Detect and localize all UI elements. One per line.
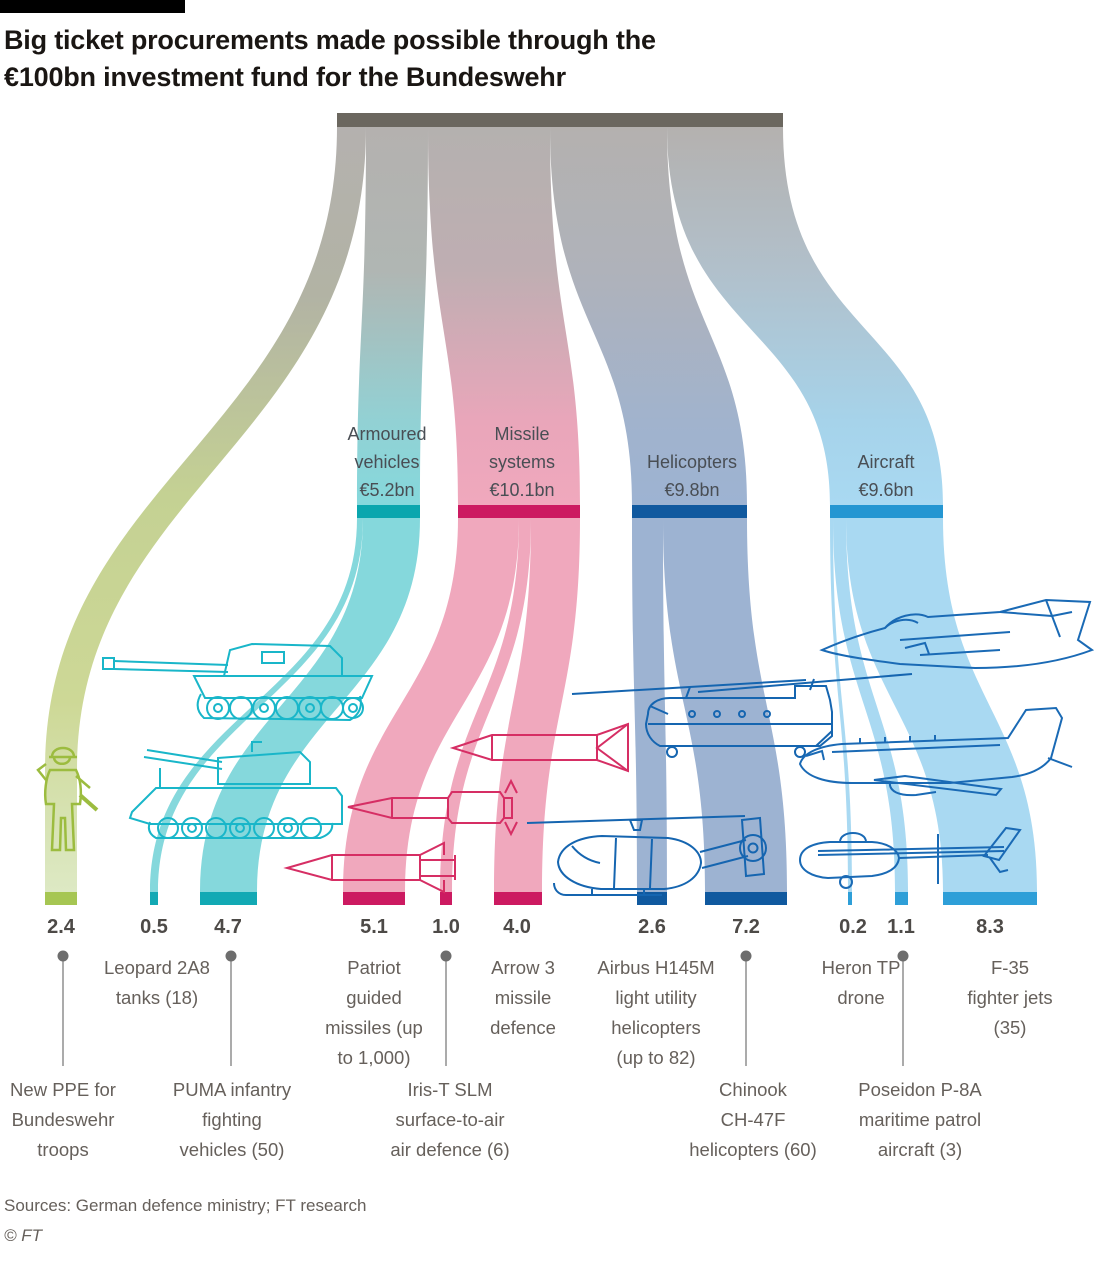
cap-poseidon [895,892,908,905]
value-f35: 8.3 [976,916,1004,938]
flow-heron-tp [830,518,852,892]
node-helicopters [632,505,747,518]
value-arrow: 4.0 [503,916,531,938]
label-iris-t: Iris-T SLM surface-to-air air defence (6… [390,1079,510,1160]
label-patriot: Patriot guided missiles (up to 1,000) [325,957,423,1068]
callout-lines [57,950,909,1066]
label-puma: PUMA infantry fighting vehicles (50) [172,1079,292,1160]
flow-ppe [45,127,366,892]
value-leopard: 0.5 [140,916,168,938]
value-poseidon: 1.1 [887,916,915,938]
flow-iris-t [440,518,531,892]
heron-tp-drone-illustration [798,826,1022,889]
label-airbus-h145m: Airbus H145M light utility helicopters (… [597,957,715,1068]
cap-f35 [943,892,1037,905]
h145m-helicopter-illustration [526,815,767,896]
sources-note: Sources: German defence ministry; FT res… [4,1196,367,1215]
flow-poseidon [833,518,908,892]
flow-armoured-vehicles [357,127,428,505]
category-label-missile-systems: Missile systems €10.1bn [488,424,556,500]
value-ppe: 2.4 [47,916,75,938]
flow-airbus-h145m [632,518,667,892]
node-missile-systems [458,505,580,518]
category-label-armoured-vehicles: Armoured vehicles €5.2bn [347,424,427,500]
cap-chinook [705,892,787,905]
node-aircraft [830,505,943,518]
label-f35: F-35 fighter jets (35) [967,957,1053,1038]
cap-patriot [343,892,405,905]
copyright-note: © FT [4,1226,43,1245]
cap-airbus-h145m [637,892,667,905]
value-airbus: 2.6 [638,916,666,938]
cap-iris-t [440,892,452,905]
label-leopard: Leopard 2A8 tanks (18) [104,957,210,1008]
value-puma: 4.7 [214,916,242,938]
f35-jet-illustration [819,598,1095,670]
category-label-helicopters: Helicopters €9.8bn [646,452,738,500]
puma-ifv-illustration [128,741,343,839]
chart-title: Big ticket procurements made possible th… [4,25,656,92]
flow-missile-systems [428,127,580,505]
node-armoured-vehicles [357,505,420,518]
flow-aircraft [667,127,943,505]
flow-f35 [846,518,1037,892]
cap-leopard [150,892,158,905]
missile-illustration [283,841,456,894]
ft-kicker-bar [0,0,185,13]
cap-puma [200,892,257,905]
cap-ppe [45,892,77,905]
leopard-tank-illustration [102,642,374,722]
iris-t-missile-illustration [347,778,518,837]
cap-arrow3 [494,892,542,905]
poseidon-p8a-illustration [798,706,1073,797]
flow-leopard [150,518,363,892]
label-heron-tp: Heron TP drone [821,957,901,1008]
label-poseidon: Poseidon P-8A maritime patrol aircraft (… [858,1079,982,1160]
soldier-illustration [36,746,99,852]
fund-source-bar [337,113,783,127]
value-chinook: 7.2 [732,916,760,938]
value-patriot: 5.1 [360,916,388,938]
flow-chinook [663,518,787,892]
category-label-aircraft: Aircraft €9.6bn [857,452,915,500]
chinook-helicopter-illustration [571,673,913,758]
label-ppe: New PPE for Bundeswehr troops [10,1079,116,1160]
cap-heron-tp [848,892,852,905]
label-chinook: Chinook CH-47F helicopters (60) [689,1079,817,1160]
flow-helicopters [550,127,747,505]
flow-arrow3 [494,518,580,892]
value-iris: 1.0 [432,916,460,938]
value-heron: 0.2 [839,916,867,938]
label-arrow3: Arrow 3 missile defence [490,957,556,1038]
patriot-missile-illustration [449,722,629,773]
